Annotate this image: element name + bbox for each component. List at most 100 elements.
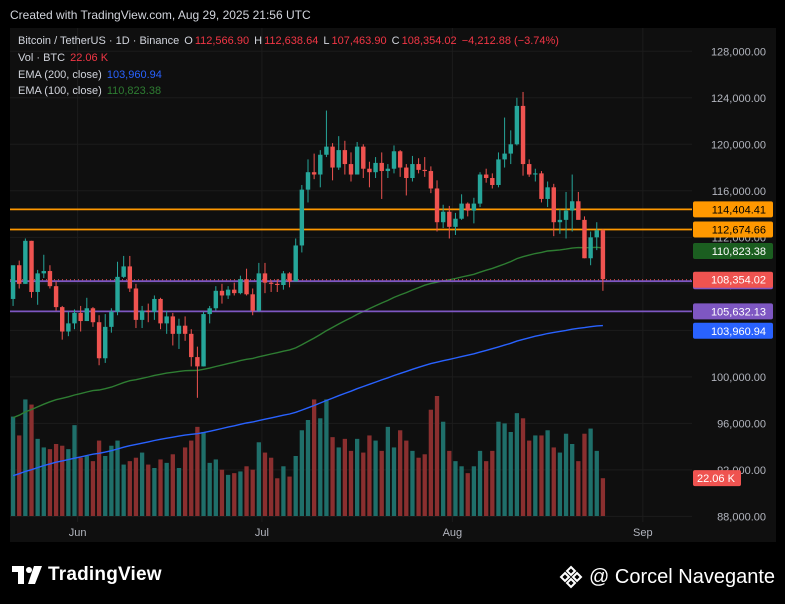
candle-body	[29, 240, 34, 292]
candle-body	[367, 168, 372, 173]
watermark-text: @ Corcel Navegante	[589, 565, 775, 588]
candle-body	[440, 211, 446, 223]
candle-body	[483, 174, 489, 179]
volume-bar	[551, 447, 556, 516]
volume-bar	[225, 474, 231, 516]
candle-body	[176, 325, 182, 334]
volume-bar	[318, 418, 323, 516]
volume-bar	[373, 440, 378, 516]
legend-ema200-label: EMA (200, close)	[18, 69, 102, 81]
candle-body	[127, 266, 133, 289]
candle-body	[53, 286, 59, 308]
candle-body	[287, 273, 292, 282]
candle-body	[416, 164, 421, 170]
candle-body	[342, 150, 348, 165]
volume-bar	[299, 430, 304, 516]
candle-body	[164, 316, 169, 324]
volume-bar	[281, 466, 286, 516]
candle-body	[594, 230, 599, 238]
legend-ema200[interactable]: EMA (200, close) 103,960.94	[18, 69, 164, 81]
candle-body	[569, 201, 575, 211]
y-tick-label: 128,000.00	[711, 46, 766, 58]
volume-bar	[84, 456, 89, 516]
tradingview-brand: TradingView	[48, 564, 162, 585]
candle-body	[508, 144, 513, 154]
candle-body	[293, 245, 298, 282]
level-tag: 114,404.41	[712, 204, 766, 216]
candle-body	[311, 172, 317, 175]
candle-body	[96, 322, 102, 359]
volume-bar	[244, 466, 249, 516]
volume-bar	[557, 452, 563, 516]
candle-body	[146, 310, 151, 312]
candle-body	[268, 282, 274, 284]
volume-bar	[453, 461, 458, 516]
candle-body	[195, 357, 200, 367]
volume-bar	[477, 450, 483, 516]
volume-bar	[189, 440, 194, 516]
volume-bar	[354, 438, 360, 516]
top-bar: Created with TradingView.com, Aug 29, 20…	[0, 0, 785, 30]
volume-bar	[367, 435, 372, 516]
volume-bar	[133, 457, 139, 516]
legend-volume[interactable]: Vol · BTC 22.06 K	[18, 52, 110, 64]
volume-bar	[47, 449, 53, 516]
binance-diamond-icon	[559, 565, 583, 589]
volume-bar	[533, 435, 538, 516]
legend-symbol[interactable]: Bitcoin / TetherUS · 1D · Binance	[18, 35, 180, 47]
chart-area[interactable]: 88,000.0092,000.0096,000.00100,000.00104…	[10, 28, 776, 542]
candle-body	[41, 271, 47, 274]
y-tick-label: 120,000.00	[711, 139, 766, 151]
volume-bar	[90, 461, 96, 516]
legend-ohlc: Bitcoin / TetherUS · 1D · Binance O 112,5…	[18, 35, 561, 47]
volume-bar	[293, 456, 298, 516]
candle-body	[244, 279, 249, 295]
legend-h-label: H	[254, 35, 263, 47]
legend-change: −4,212.88 (−3.74%)	[461, 35, 559, 47]
volume-bar	[72, 425, 77, 516]
volume-bar	[545, 430, 550, 516]
legend-open: 112,566.90	[194, 35, 250, 47]
candle-body	[17, 265, 22, 284]
ema100-line	[12, 246, 603, 419]
candle-body	[348, 164, 354, 175]
candle-body	[471, 203, 477, 211]
tradingview-logo[interactable]: TradingView	[12, 564, 162, 586]
volume-bar	[170, 454, 175, 516]
price-tag-ema100: 110,823.38	[712, 246, 766, 258]
volume-bar	[275, 478, 280, 516]
level-tag-bg	[693, 303, 773, 320]
candle-body	[152, 298, 157, 312]
price-tag-last-bg	[693, 271, 773, 288]
volume-bar	[490, 450, 495, 516]
volume-bar	[232, 473, 237, 516]
volume-bar	[121, 464, 126, 516]
volume-bar	[256, 442, 261, 516]
volume-bar	[311, 399, 317, 516]
chart-caption: Created with TradingView.com, Aug 29, 20…	[10, 8, 311, 22]
volume-bar	[29, 404, 34, 516]
candle-body	[23, 240, 28, 284]
candle-body	[115, 276, 120, 312]
volume-bar	[379, 450, 384, 516]
candle-body	[520, 105, 526, 165]
volume-bar	[330, 437, 335, 516]
candle-body	[354, 146, 360, 175]
volume-bar	[152, 468, 157, 516]
volume-bar	[563, 433, 569, 516]
tradingview-logo-icon	[12, 566, 42, 584]
volume-bar	[268, 457, 274, 516]
candle-body	[453, 218, 458, 227]
legend-ema100-label: EMA (100, close)	[18, 85, 102, 97]
candle-body	[305, 172, 311, 190]
candle-body	[238, 279, 243, 294]
legend-ema100[interactable]: EMA (100, close) 110,823.38	[18, 85, 163, 97]
chart-canvas[interactable]: 88,000.0092,000.0096,000.00100,000.00104…	[10, 28, 776, 542]
volume-bar	[35, 438, 40, 516]
candle-body	[477, 174, 483, 204]
candle-body	[447, 211, 452, 227]
volume-bar	[78, 457, 83, 516]
legend-l-label: L	[323, 35, 330, 47]
volume-bar	[404, 440, 409, 516]
candle-body	[557, 219, 563, 223]
